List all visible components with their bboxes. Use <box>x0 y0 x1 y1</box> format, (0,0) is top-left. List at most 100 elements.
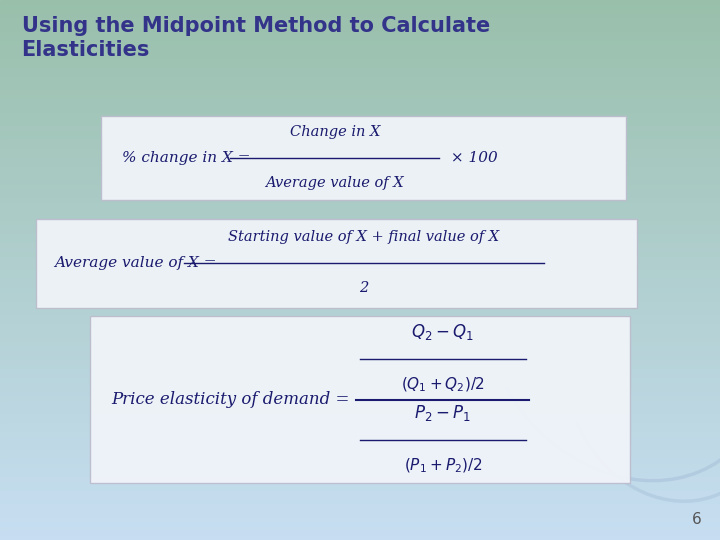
Bar <box>0 369 720 374</box>
Bar <box>0 77 720 81</box>
Bar <box>0 414 720 418</box>
Bar <box>0 104 720 108</box>
Text: Average value of X =: Average value of X = <box>54 256 221 270</box>
Bar <box>0 256 720 261</box>
Bar <box>0 409 720 414</box>
Bar <box>0 297 720 301</box>
Bar <box>0 486 720 490</box>
Bar <box>0 63 720 68</box>
FancyBboxPatch shape <box>90 316 630 483</box>
Bar <box>0 243 720 247</box>
Bar <box>0 166 720 171</box>
Bar <box>0 126 720 131</box>
Bar <box>0 270 720 274</box>
Bar <box>0 216 720 220</box>
Text: Price elasticity of demand =: Price elasticity of demand = <box>112 391 350 408</box>
Text: Change in X: Change in X <box>289 125 380 139</box>
Bar <box>0 320 720 324</box>
Text: $P_2 - P_1$: $P_2 - P_1$ <box>415 403 471 423</box>
Bar <box>0 468 720 472</box>
Bar <box>0 247 720 252</box>
Bar <box>0 4 720 9</box>
Bar <box>0 531 720 536</box>
Bar <box>0 378 720 382</box>
Bar <box>0 54 720 58</box>
Bar <box>0 396 720 401</box>
Bar <box>0 162 720 166</box>
Bar <box>0 436 720 441</box>
Bar <box>0 193 720 198</box>
Bar <box>0 450 720 455</box>
Bar <box>0 482 720 486</box>
Bar <box>0 234 720 239</box>
Bar <box>0 144 720 148</box>
Bar <box>0 50 720 54</box>
Bar <box>0 68 720 72</box>
Bar <box>0 455 720 459</box>
Bar <box>0 504 720 509</box>
Bar <box>0 306 720 310</box>
Bar <box>0 239 720 243</box>
Bar <box>0 212 720 216</box>
Bar <box>0 266 720 270</box>
Bar <box>0 148 720 153</box>
Bar <box>0 500 720 504</box>
Bar <box>0 522 720 526</box>
Bar <box>0 225 720 229</box>
Bar <box>0 122 720 126</box>
Bar <box>0 364 720 369</box>
Bar <box>0 274 720 279</box>
Bar <box>0 189 720 193</box>
Bar <box>0 428 720 432</box>
Bar <box>0 509 720 513</box>
Bar <box>0 230 720 234</box>
Bar <box>0 423 720 428</box>
Bar <box>0 347 720 351</box>
Bar <box>0 261 720 266</box>
Bar <box>0 14 720 18</box>
FancyBboxPatch shape <box>101 116 626 200</box>
Text: 2: 2 <box>359 281 368 295</box>
Bar <box>0 463 720 468</box>
Bar <box>0 0 720 4</box>
Bar <box>0 279 720 284</box>
Text: $(Q_1 + Q_2)/2$: $(Q_1 + Q_2)/2$ <box>401 376 485 394</box>
Bar <box>0 252 720 256</box>
Bar <box>0 459 720 463</box>
Bar <box>0 432 720 436</box>
Bar <box>0 441 720 445</box>
Text: 6: 6 <box>692 511 702 526</box>
Bar <box>0 342 720 347</box>
Bar <box>0 517 720 522</box>
Bar <box>0 526 720 531</box>
Bar <box>0 351 720 355</box>
Bar <box>0 31 720 36</box>
Bar <box>0 9 720 14</box>
Bar <box>0 158 720 162</box>
Bar <box>0 18 720 23</box>
Bar <box>0 328 720 333</box>
Bar <box>0 418 720 423</box>
Text: $(P_1 + P_2)/2$: $(P_1 + P_2)/2$ <box>404 457 482 475</box>
Bar <box>0 72 720 77</box>
Bar <box>0 112 720 117</box>
Bar <box>0 360 720 364</box>
Bar <box>0 401 720 405</box>
Text: % change in X =: % change in X = <box>122 151 256 165</box>
Bar <box>0 27 720 31</box>
Bar <box>0 23 720 27</box>
Bar <box>0 288 720 293</box>
Bar <box>0 135 720 139</box>
Bar <box>0 536 720 540</box>
Bar <box>0 171 720 176</box>
Bar <box>0 387 720 392</box>
Bar <box>0 293 720 297</box>
Bar <box>0 207 720 212</box>
Bar <box>0 301 720 306</box>
Text: Starting value of X + final value of X: Starting value of X + final value of X <box>228 231 499 244</box>
Bar <box>0 45 720 50</box>
Bar <box>0 338 720 342</box>
Bar <box>0 90 720 94</box>
Bar <box>0 202 720 207</box>
Bar <box>0 513 720 517</box>
